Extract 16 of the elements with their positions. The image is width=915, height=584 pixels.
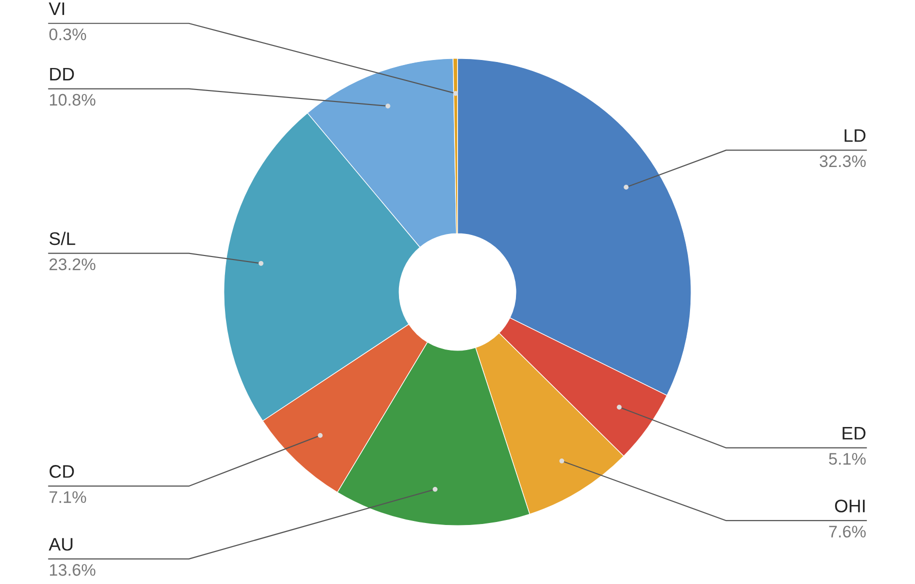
data-label: 32.3% [820,155,866,168]
data-label: 10.8% [50,94,96,106]
slice-label: DD [50,68,74,80]
slice-label: CD [50,465,74,478]
data-label: 23.2% [50,258,96,270]
data-label: 7.1% [50,491,86,503]
slice-label: S/L [50,232,76,246]
data-label: 7.6% [829,526,866,538]
data-label: 13.6% [50,564,96,576]
slice-label: LD [844,129,866,142]
slice-label: ED [842,427,866,440]
data-label: 5.1% [828,453,866,465]
slice-label: OHI [835,500,865,512]
slice-label: VI [48,2,64,15]
data-label: 0.3% [49,28,86,40]
slice-label: AU [48,538,72,551]
